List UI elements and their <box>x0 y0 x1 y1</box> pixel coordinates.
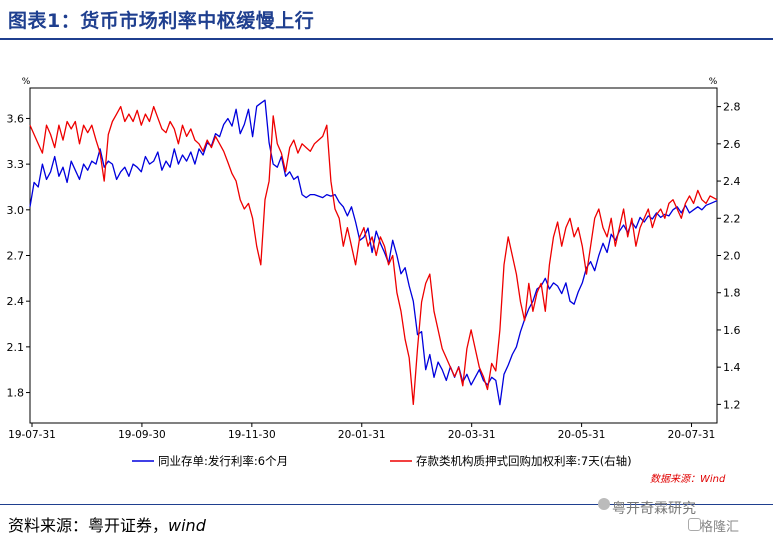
right-tick-label: 2.0 <box>723 250 741 263</box>
plot-frame <box>29 87 718 424</box>
watermark-sub: 格隆汇 <box>700 520 740 535</box>
left-tick-label: 3.6 <box>7 112 25 125</box>
x-tick-label: 19-09-30 <box>118 429 166 441</box>
chart-series <box>29 99 718 406</box>
left-tick-label: 3.0 <box>7 204 25 217</box>
chart-legend: 同业存单:发行利率:6个月 存款类机构质押式回购加权利率:7天(右轴) 数据来源：W… <box>132 454 726 485</box>
right-tick-label: 2.4 <box>723 175 741 188</box>
wechat-icon <box>598 498 610 510</box>
footer-divider <box>0 504 773 505</box>
page-title: 图表1：货币市场利率中枢缓慢上行 <box>8 10 315 32</box>
watermark-main: 粤开奇霖研究 <box>612 501 696 517</box>
right-tick-label: 1.8 <box>723 287 741 300</box>
right-tick-label: 1.6 <box>723 324 741 337</box>
x-tick-label: 20-03-31 <box>448 429 496 441</box>
legend-label: 同业存单:发行利率:6个月 <box>158 454 288 468</box>
x-tick-label: 20-01-31 <box>338 429 386 441</box>
right-tick-label: 1.2 <box>723 398 741 411</box>
right-tick-label: 2.6 <box>723 138 741 151</box>
chart-axes: 1.8 2.1 2.4 2.7 3.0 3.3 3.6% 1.2 1.4 1.6 1.8 2.0 2.2… <box>7 77 741 441</box>
series-line-repo-rate <box>29 105 718 406</box>
right-axis-unit: % <box>709 77 718 87</box>
left-axis-unit: % <box>22 77 31 87</box>
x-tick-label: 20-07-31 <box>668 429 716 441</box>
x-tick-label: 19-07-31 <box>8 429 56 441</box>
source-wind: wind <box>168 516 206 535</box>
left-tick-label: 3.3 <box>7 158 25 171</box>
left-tick-label: 2.4 <box>7 295 25 308</box>
x-tick-label: 19-11-30 <box>228 429 276 441</box>
left-tick-label: 2.7 <box>7 250 25 263</box>
gelonghui-logo-icon <box>688 518 701 531</box>
right-tick-label: 1.4 <box>723 361 741 374</box>
series-line-ncd-rate <box>29 99 718 406</box>
data-source-note: 数据来源：Wind <box>650 473 726 485</box>
line-chart: 1.8 2.1 2.4 2.7 3.0 3.3 3.6% 1.2 1.4 1.6 1.8 2.0 2.2… <box>7 77 741 485</box>
source-note: 资料来源：粤开证券，wind <box>8 512 206 536</box>
title-divider <box>0 38 773 40</box>
right-tick-label: 2.2 <box>723 212 741 225</box>
left-tick-label: 2.1 <box>7 341 25 354</box>
left-tick-label: 1.8 <box>7 387 25 400</box>
legend-label: 存款类机构质押式回购加权利率:7天(右轴) <box>416 454 632 468</box>
right-tick-label: 2.8 <box>723 101 741 114</box>
source-prefix: 资料来源：粤开证券， <box>8 516 169 535</box>
x-tick-label: 20-05-31 <box>558 429 606 441</box>
